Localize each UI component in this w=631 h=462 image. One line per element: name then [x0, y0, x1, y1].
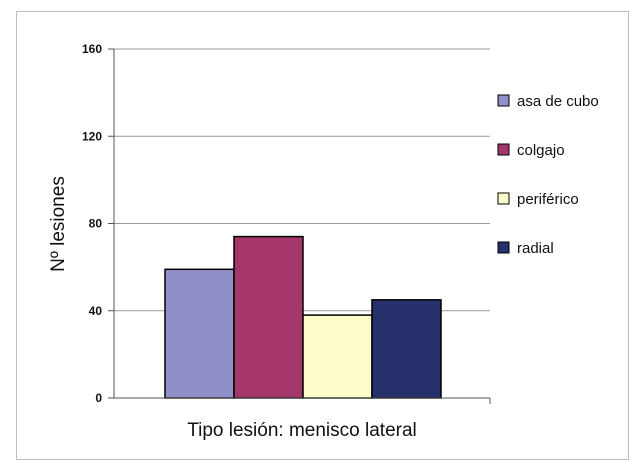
legend-label: radial: [517, 240, 554, 257]
y-tick-label: 120: [82, 129, 102, 143]
bars: [164, 235, 442, 399]
legend-swatch: [497, 143, 510, 156]
legend-label: asa de cubo: [517, 93, 599, 110]
y-axis-title: Nº lesiones: [48, 176, 69, 272]
bar-periférico: [302, 314, 373, 399]
legend-swatch: [497, 94, 510, 107]
legend-label: colgajo: [517, 142, 565, 159]
y-ticks: 0 40 80 120 160: [82, 42, 114, 405]
legend-label: periférico: [517, 191, 579, 208]
bar-radial: [371, 299, 442, 399]
y-tick-label: 40: [89, 304, 103, 318]
legend-swatch: [497, 192, 510, 205]
bar-colgajo: [233, 235, 304, 399]
legend: asa de cubo colgajo periférico radial: [497, 93, 599, 257]
x-axis-title: Tipo lesión: menisco lateral: [187, 420, 417, 441]
y-tick-label: 80: [89, 217, 103, 231]
legend-swatch: [497, 241, 510, 254]
y-tick-label: 0: [95, 391, 102, 405]
bar-asa-de-cubo: [164, 268, 235, 399]
y-tick-label: 160: [82, 42, 102, 56]
